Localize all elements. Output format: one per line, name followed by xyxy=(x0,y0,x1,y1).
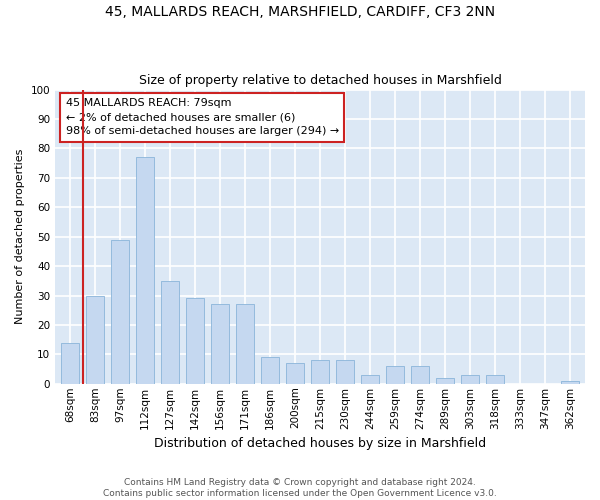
Bar xyxy=(211,304,229,384)
X-axis label: Distribution of detached houses by size in Marshfield: Distribution of detached houses by size … xyxy=(154,437,486,450)
Y-axis label: Number of detached properties: Number of detached properties xyxy=(15,149,25,324)
Bar xyxy=(161,281,179,384)
Bar xyxy=(485,375,505,384)
Bar xyxy=(185,298,205,384)
Title: Size of property relative to detached houses in Marshfield: Size of property relative to detached ho… xyxy=(139,74,502,87)
Bar xyxy=(311,360,329,384)
Bar xyxy=(136,157,154,384)
Bar xyxy=(286,363,304,384)
Text: 45 MALLARDS REACH: 79sqm
← 2% of detached houses are smaller (6)
98% of semi-det: 45 MALLARDS REACH: 79sqm ← 2% of detache… xyxy=(65,98,339,136)
Text: 45, MALLARDS REACH, MARSHFIELD, CARDIFF, CF3 2NN: 45, MALLARDS REACH, MARSHFIELD, CARDIFF,… xyxy=(105,5,495,19)
Bar xyxy=(110,240,130,384)
Bar xyxy=(461,375,479,384)
Bar xyxy=(410,366,430,384)
Bar xyxy=(386,366,404,384)
Bar xyxy=(436,378,454,384)
Bar xyxy=(361,375,379,384)
Bar xyxy=(335,360,355,384)
Bar xyxy=(260,358,280,384)
Text: Contains HM Land Registry data © Crown copyright and database right 2024.
Contai: Contains HM Land Registry data © Crown c… xyxy=(103,478,497,498)
Bar xyxy=(61,342,79,384)
Bar xyxy=(560,381,580,384)
Bar xyxy=(86,296,104,384)
Bar xyxy=(236,304,254,384)
